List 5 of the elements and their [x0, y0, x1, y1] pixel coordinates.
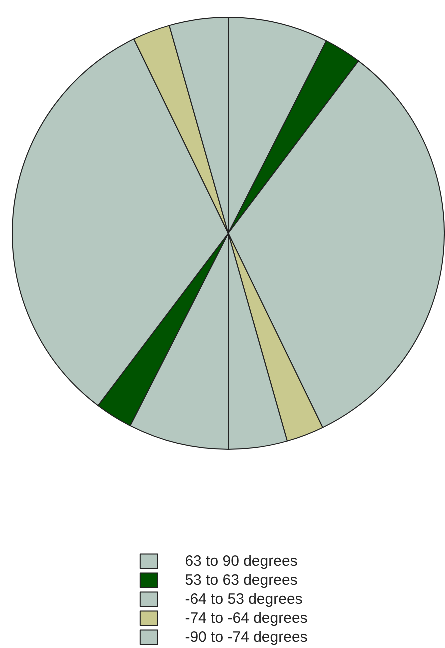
- legend-label: -90 to -74 degrees: [185, 628, 308, 646]
- legend-label: 63 to 90 degrees: [185, 552, 298, 570]
- legend-label: 53 to 63 degrees: [185, 571, 298, 589]
- legend-label: -64 to 53 degrees: [185, 590, 303, 608]
- legend-label: -74 to -64 degrees: [185, 609, 308, 627]
